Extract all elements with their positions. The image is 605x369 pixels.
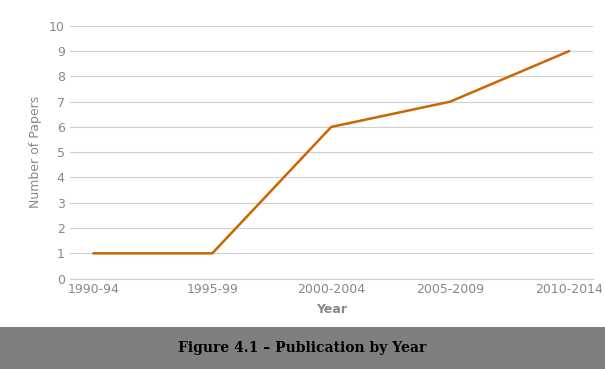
- Text: Figure 4.1 – Publication by Year: Figure 4.1 – Publication by Year: [178, 341, 427, 355]
- Y-axis label: Number of Papers: Number of Papers: [29, 96, 42, 208]
- X-axis label: Year: Year: [316, 303, 347, 316]
